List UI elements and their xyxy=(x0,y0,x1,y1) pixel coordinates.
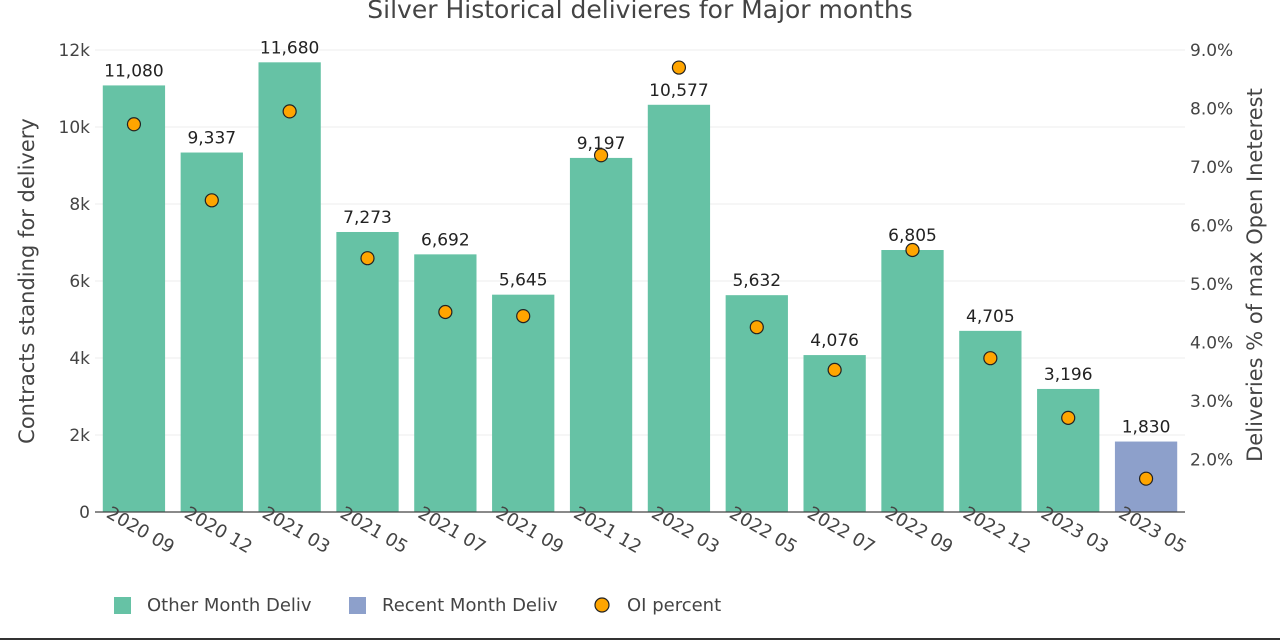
bar-data-label: 4,705 xyxy=(966,307,1015,327)
legend-label-other: Other Month Deliv xyxy=(147,595,312,616)
legend-swatch-recent xyxy=(349,597,366,614)
oi-points xyxy=(126,60,1154,486)
y-axis-title: Contracts standing for delivery xyxy=(15,118,39,444)
y2-tick-label: 9.0% xyxy=(1190,41,1233,61)
x-axis-ticks: 2020 09 2020 12 2021 03 2021 05 2021 07 2021 … xyxy=(103,503,1190,558)
bar-data-label: 7,273 xyxy=(343,208,392,228)
chart-title: Silver Historical delivieres for Major m… xyxy=(367,0,912,24)
bar xyxy=(492,294,555,512)
legend-swatch-other xyxy=(114,597,131,614)
bar xyxy=(102,85,166,513)
y-tick-label: 0 xyxy=(79,503,90,523)
bar xyxy=(881,250,944,512)
y2-axis-title: Deliveries % of max Open Ineterest xyxy=(1243,88,1267,462)
legend-label-oi: OI percent xyxy=(627,595,721,616)
bar xyxy=(647,104,711,513)
bar-data-label: 9,337 xyxy=(187,129,236,149)
bar-data-label: 6,692 xyxy=(421,230,470,250)
oi-point xyxy=(983,351,998,366)
bar xyxy=(414,254,477,512)
y-tick-label: 12k xyxy=(59,41,91,61)
bar-data-label: 5,632 xyxy=(732,271,781,291)
bar xyxy=(1037,388,1100,512)
bars xyxy=(102,62,1178,513)
oi-point xyxy=(204,193,219,208)
y-tick-label: 8k xyxy=(69,195,90,215)
oi-point xyxy=(126,117,142,132)
y2-tick-label: 8.0% xyxy=(1190,99,1233,119)
legend-label-recent: Recent Month Deliv xyxy=(382,595,558,616)
bar xyxy=(180,152,243,512)
oi-point xyxy=(282,104,297,119)
y-tick-label: 10k xyxy=(59,118,91,138)
bar xyxy=(569,157,633,512)
bar-data-label: 5,645 xyxy=(499,271,548,291)
oi-point xyxy=(593,148,609,163)
y2-tick-label: 5.0% xyxy=(1190,275,1233,295)
bar-data-label: 6,805 xyxy=(888,226,937,246)
y2-tick-label: 6.0% xyxy=(1190,216,1233,236)
oi-point xyxy=(827,362,842,377)
oi-point xyxy=(1138,471,1154,486)
data-labels: 11,080 9,337 11,680 7,273 6,692 5,645 9,197 10,… xyxy=(104,38,1170,437)
y-tick-label: 4k xyxy=(69,349,90,369)
bar-data-label: 3,196 xyxy=(1044,365,1093,385)
oi-point xyxy=(516,308,531,324)
bar-data-label: 4,076 xyxy=(810,331,859,351)
bar-data-label: 9,197 xyxy=(577,134,626,154)
bar xyxy=(803,355,866,512)
bar-data-label: 11,080 xyxy=(104,61,163,81)
bottom-border xyxy=(0,638,1280,640)
bar xyxy=(336,231,399,512)
y2-tick-label: 3.0% xyxy=(1190,392,1233,412)
y2-tick-label: 7.0% xyxy=(1190,158,1233,178)
oi-point xyxy=(749,320,764,335)
bar xyxy=(258,62,321,512)
y-axis-ticks: 0 2k 4k 6k 8k 10k 12k xyxy=(59,41,91,523)
legend-marker-oi xyxy=(594,597,610,613)
oi-point xyxy=(1061,410,1076,425)
oi-point xyxy=(360,251,375,266)
legend: Other Month Deliv Recent Month Deliv OI … xyxy=(114,595,721,616)
oi-point xyxy=(905,242,920,258)
y2-tick-label: 2.0% xyxy=(1190,450,1233,470)
y2-tick-label: 4.0% xyxy=(1190,333,1233,353)
bar-data-label: 1,830 xyxy=(1122,418,1171,438)
bar-data-label: 10,577 xyxy=(649,81,708,101)
y-tick-label: 2k xyxy=(69,426,90,446)
y2-axis-ticks: 2.0% 3.0% 4.0% 5.0% 6.0% 7.0% 8.0% 9.0% xyxy=(1190,41,1233,470)
oi-point xyxy=(438,304,453,320)
bar-data-label: 11,680 xyxy=(260,38,319,58)
y-tick-label: 6k xyxy=(69,272,90,292)
oi-point xyxy=(671,60,687,75)
